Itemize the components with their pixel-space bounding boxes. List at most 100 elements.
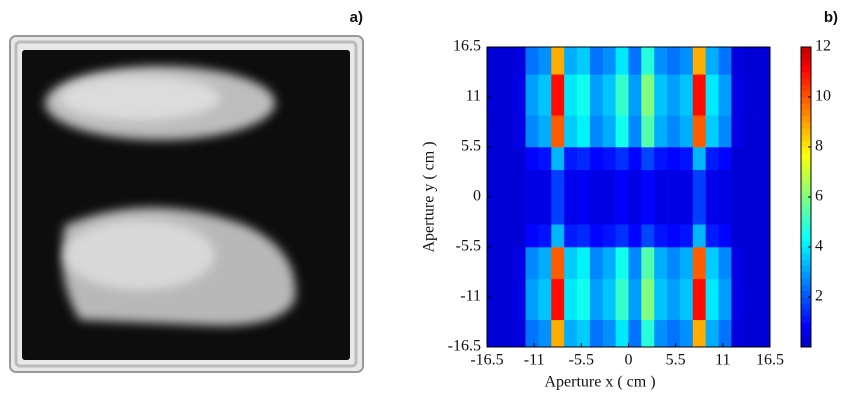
heat-cell: [692, 278, 706, 321]
heat-cell: [589, 278, 604, 321]
colorbar-segment: [801, 315, 811, 323]
heat-cell: [577, 169, 591, 225]
heat-cell: [577, 224, 591, 248]
colorbar-tick-label: 10: [815, 88, 831, 105]
heat-cell: [744, 319, 758, 348]
heat-cell: [564, 319, 578, 348]
heat-cell: [602, 47, 616, 75]
heat-cell: [538, 224, 552, 248]
heat-cell: [757, 169, 771, 225]
y-tick-label: 5.5: [461, 138, 481, 155]
colorbar-segment: [801, 322, 811, 329]
heat-cell: [641, 47, 655, 75]
heat-cell: [718, 247, 732, 280]
colorbar-segment: [801, 253, 811, 260]
heat-cell: [538, 47, 552, 75]
heat-cell: [705, 169, 719, 225]
heat-cell: [499, 47, 514, 75]
heat-cell: [512, 169, 526, 225]
heat-cell: [551, 278, 565, 321]
heat-cell: [589, 47, 604, 75]
heat-cell: [744, 115, 758, 148]
heat-cell: [731, 115, 745, 148]
heat-cell: [718, 278, 732, 321]
colorbar-segment: [801, 122, 811, 129]
heat-cell: [589, 319, 604, 348]
heat-cell: [589, 224, 604, 248]
colorbar-segment: [801, 90, 811, 98]
heat-cell: [487, 169, 501, 225]
heat-cell: [757, 278, 771, 321]
heat-cell: [551, 319, 565, 348]
heat-cell: [667, 224, 681, 248]
heat-cell: [628, 169, 642, 225]
heat-cell: [538, 319, 552, 348]
heat-cell: [667, 74, 681, 116]
heat-cell: [692, 115, 706, 148]
heat-cell: [538, 247, 552, 280]
panel-label: a): [350, 9, 363, 26]
heat-cell: [744, 278, 758, 321]
heat-cell: [641, 224, 655, 248]
colorbar-segment: [801, 340, 811, 348]
heat-cell: [654, 115, 668, 148]
heat-cell: [602, 74, 616, 116]
heat-cell: [718, 169, 732, 225]
heat-cell: [718, 74, 732, 116]
x-tick-label: 11: [715, 352, 730, 369]
colorbar-segment: [801, 259, 811, 267]
heat-cell: [499, 278, 514, 321]
heat-cell: [487, 278, 501, 321]
heat-cell: [602, 247, 616, 280]
heat-cell: [679, 115, 694, 148]
colorbar-segment: [801, 290, 811, 298]
heat-cell: [487, 147, 501, 171]
heat-cell: [602, 169, 616, 225]
heat-cell: [705, 319, 719, 348]
photo: [9, 35, 364, 373]
heat-cell: [602, 147, 616, 171]
heat-cell: [628, 278, 642, 321]
heat-cell: [525, 47, 539, 75]
heat-cell: [679, 224, 694, 248]
colorbar-segment: [801, 115, 811, 123]
x-tick-label: -5.5: [569, 352, 594, 369]
heat-cell: [525, 247, 539, 280]
heat-cell: [564, 247, 578, 280]
heat-cell: [615, 247, 629, 280]
heat-cell: [679, 278, 694, 321]
colorbar-segment: [801, 272, 811, 279]
colorbar-segment: [801, 128, 811, 135]
heat-cell: [602, 278, 616, 321]
heat-cell: [512, 319, 526, 348]
heat-cell: [551, 169, 565, 225]
heat-cell: [641, 319, 655, 348]
heat-cell: [744, 147, 758, 171]
colorbar-segment: [801, 309, 811, 317]
heat-cell: [487, 115, 501, 148]
colorbar-segment: [801, 172, 811, 179]
heat-cell: [589, 147, 604, 171]
heat-cell: [679, 319, 694, 348]
colorbar-segment: [801, 297, 811, 304]
heat-cell: [667, 247, 681, 280]
heat-cell: [692, 247, 706, 280]
y-tick-label: 0: [473, 188, 481, 205]
heat-cell: [538, 147, 552, 171]
heat-cell: [577, 247, 591, 280]
heat-cell: [757, 247, 771, 280]
heat-cell: [564, 169, 578, 225]
x-axis-label: Aperture x ( cm ): [544, 374, 655, 391]
colorbar-segment: [801, 203, 811, 210]
heat-cell: [718, 47, 732, 75]
heat-cell: [628, 319, 642, 348]
heat-cell: [538, 169, 552, 225]
heat-cell: [641, 278, 655, 321]
heat-cell: [487, 74, 501, 116]
colorbar-segment: [801, 328, 811, 335]
heat-cell: [538, 74, 552, 116]
colorbar-segment: [801, 97, 811, 104]
heat-cell: [615, 169, 629, 225]
heat-cell: [744, 74, 758, 116]
heat-cell: [744, 224, 758, 248]
